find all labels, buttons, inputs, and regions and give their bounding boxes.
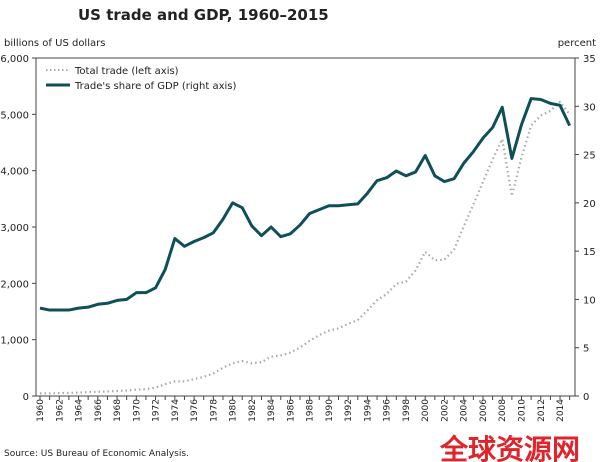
left-tick-label: 3,000 bbox=[0, 223, 29, 234]
x-tick-label: 1984 bbox=[267, 399, 277, 422]
x-tick-label: 1994 bbox=[363, 399, 373, 422]
series-line-trade-share bbox=[39, 97, 572, 312]
x-tick-label: 1972 bbox=[152, 399, 162, 422]
left-tick-label: 5,000 bbox=[0, 110, 29, 121]
left-tick-label: 4,000 bbox=[0, 167, 29, 178]
series-line-total-trade bbox=[39, 100, 571, 395]
x-tick-label: 1990 bbox=[325, 399, 335, 422]
x-tick-label: 1988 bbox=[306, 399, 316, 422]
source-note: Source: US Bureau of Economic Analysis. bbox=[4, 449, 189, 459]
x-tick-label: 1982 bbox=[248, 399, 258, 422]
right-tick-label: 15 bbox=[583, 247, 596, 258]
right-tick-label: 35 bbox=[583, 54, 596, 65]
right-tick-label: 10 bbox=[583, 295, 596, 306]
legend-label-total-trade: Total trade (left axis) bbox=[74, 66, 179, 77]
left-tick-label: 2,000 bbox=[0, 279, 29, 290]
legend-label-trade-share: Trade's share of GDP (right axis) bbox=[74, 81, 237, 92]
x-tick-label: 1960 bbox=[36, 399, 46, 422]
x-tick-label: 2006 bbox=[479, 399, 489, 422]
right-tick-label: 0 bbox=[583, 392, 589, 403]
right-axis-label: percent bbox=[558, 38, 596, 49]
x-tick-label: 2008 bbox=[498, 399, 508, 422]
x-tick-label: 1966 bbox=[94, 399, 104, 422]
x-tick-label: 2000 bbox=[421, 399, 431, 422]
left-axis-label: billions of US dollars bbox=[4, 38, 105, 49]
x-tick-label: 2002 bbox=[440, 399, 450, 422]
x-tick-label: 1998 bbox=[402, 399, 412, 422]
left-tick-label: 1,000 bbox=[0, 336, 29, 347]
x-tick-label: 1974 bbox=[171, 399, 181, 422]
x-tick-label: 1986 bbox=[286, 399, 296, 422]
chart-title: US trade and GDP, 1960–2015 bbox=[78, 6, 329, 24]
x-tick-label: 2012 bbox=[537, 399, 547, 422]
right-tick-label: 5 bbox=[583, 344, 589, 355]
x-tick-label: 1980 bbox=[229, 399, 239, 422]
right-tick-label: 25 bbox=[583, 151, 596, 162]
x-tick-label: 1970 bbox=[132, 399, 142, 422]
x-tick-label: 1976 bbox=[190, 399, 200, 422]
left-tick-label: 6,000 bbox=[0, 54, 29, 65]
x-tick-label: 1962 bbox=[55, 399, 65, 422]
x-tick-label: 1978 bbox=[209, 399, 219, 422]
right-tick-label: 20 bbox=[583, 199, 596, 210]
x-tick-label: 2010 bbox=[518, 399, 528, 422]
x-tick-label: 1996 bbox=[383, 399, 393, 422]
x-tick-label: 1964 bbox=[75, 399, 85, 422]
x-tick-label: 2014 bbox=[556, 399, 566, 422]
watermark: 全球资源网 bbox=[439, 433, 580, 462]
left-tick-label: 0 bbox=[23, 392, 29, 403]
legend: Total trade (left axis) Trade's share of… bbox=[46, 66, 237, 92]
right-tick-label: 30 bbox=[583, 102, 596, 113]
x-tick-label: 1992 bbox=[344, 399, 354, 422]
x-tick-label: 1968 bbox=[113, 399, 123, 422]
x-tick-label: 2004 bbox=[460, 399, 470, 422]
